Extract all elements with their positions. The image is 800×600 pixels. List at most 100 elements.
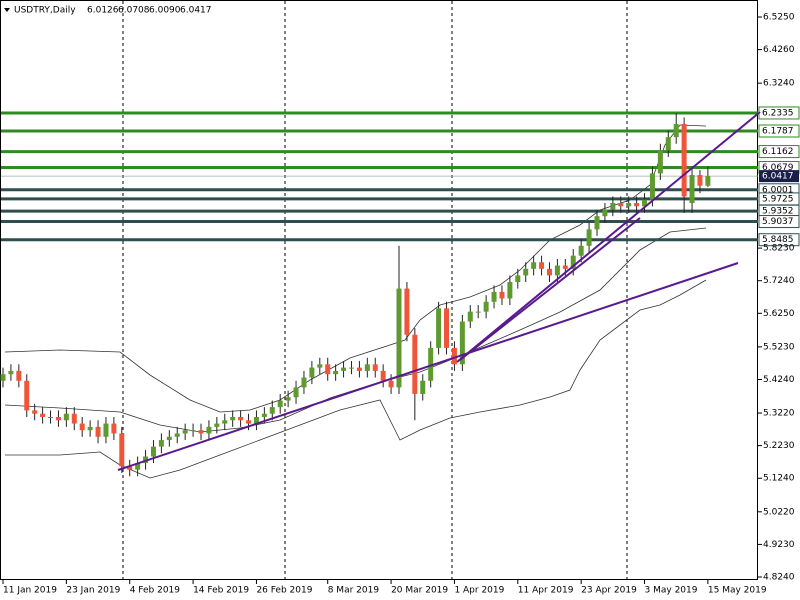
level-label: 5.9037 bbox=[762, 217, 794, 227]
candle-body bbox=[546, 268, 552, 276]
candle-body bbox=[444, 308, 450, 348]
candle-body bbox=[531, 262, 537, 269]
candle-body bbox=[372, 364, 378, 371]
candle-body bbox=[420, 380, 426, 394]
candle-body bbox=[238, 417, 244, 421]
x-tick-label: 20 Mar 2019 bbox=[391, 586, 448, 596]
y-tick-label: 5.6250 bbox=[763, 309, 795, 319]
header-price: 6.0708 bbox=[118, 6, 150, 16]
y-tick-label: 4.9230 bbox=[763, 540, 795, 550]
level-label-box bbox=[758, 124, 800, 138]
candle-body bbox=[119, 433, 125, 467]
level-label: 6.0679 bbox=[762, 163, 794, 173]
candle-body bbox=[32, 410, 38, 414]
x-tick-label: 15 May 2019 bbox=[708, 586, 767, 596]
candle-body bbox=[380, 370, 386, 381]
level-label: 6.1787 bbox=[762, 127, 794, 137]
candle-body bbox=[285, 397, 291, 401]
x-tick-label: 8 Mar 2019 bbox=[328, 586, 380, 596]
candle-body bbox=[705, 176, 711, 186]
y-tick-label: 5.4240 bbox=[763, 375, 795, 385]
candle-body bbox=[475, 311, 481, 313]
chart-title: USDTRY,Daily bbox=[14, 6, 76, 16]
candle-body bbox=[554, 265, 560, 276]
x-tick-label: 23 Jan 2019 bbox=[66, 586, 120, 596]
candle-body bbox=[689, 175, 695, 204]
y-tick-label: 6.5250 bbox=[763, 13, 795, 23]
candle-body bbox=[190, 430, 196, 432]
candle-body bbox=[309, 367, 315, 378]
candle-body bbox=[158, 440, 164, 447]
y-tick-label: 5.2230 bbox=[763, 441, 795, 451]
candle-body bbox=[48, 417, 54, 418]
candle-body bbox=[79, 423, 85, 431]
candle-body bbox=[483, 301, 489, 312]
level-label-box bbox=[758, 233, 800, 247]
candle-body bbox=[649, 173, 655, 200]
candle-body bbox=[293, 387, 299, 398]
candle-body bbox=[317, 364, 323, 368]
candle-body bbox=[436, 308, 442, 348]
y-tick-label: 5.1240 bbox=[763, 474, 795, 484]
candle-body bbox=[8, 370, 14, 375]
candle-body bbox=[356, 367, 362, 371]
y-tick-label: 6.4260 bbox=[763, 45, 795, 55]
candle-body bbox=[341, 367, 347, 371]
period-separators bbox=[122, 1, 628, 580]
level-label: 6.1162 bbox=[762, 147, 794, 157]
candle-body bbox=[626, 203, 632, 207]
level-label: 6.0001 bbox=[762, 185, 794, 195]
y-tick-label: 5.5230 bbox=[763, 342, 795, 352]
header-price: 6.0417 bbox=[180, 6, 212, 16]
candle-body bbox=[277, 400, 283, 408]
symbol-arrow bbox=[4, 8, 10, 12]
candle-body bbox=[594, 216, 600, 230]
candle-body bbox=[87, 426, 93, 431]
candle-body bbox=[499, 291, 505, 299]
candle-body bbox=[246, 420, 252, 424]
level-label: 5.8485 bbox=[762, 235, 794, 245]
candle-body bbox=[348, 367, 354, 369]
candle-body bbox=[103, 423, 109, 437]
candle-body bbox=[697, 175, 703, 186]
candle-body bbox=[214, 423, 220, 427]
candle-body bbox=[0, 374, 6, 381]
candle-body bbox=[16, 370, 22, 381]
candle-body bbox=[269, 407, 275, 414]
candle-body bbox=[222, 420, 228, 424]
candle-body bbox=[602, 209, 608, 217]
candle-body bbox=[261, 413, 267, 417]
x-tick-label: 3 May 2019 bbox=[645, 586, 698, 596]
x-tick-label: 1 Apr 2019 bbox=[454, 586, 504, 596]
candle-body bbox=[253, 417, 259, 424]
y-tick-label: 6.3240 bbox=[763, 79, 795, 89]
candle-body bbox=[95, 426, 101, 437]
candle-body bbox=[55, 417, 61, 421]
candle-body bbox=[333, 370, 339, 375]
candle-body bbox=[673, 123, 679, 138]
trend-lines bbox=[117, 111, 761, 471]
y-tick-label: 5.7240 bbox=[763, 276, 795, 286]
candle-body bbox=[570, 255, 576, 269]
candle-body bbox=[325, 364, 331, 375]
candle-body bbox=[523, 268, 529, 276]
candle-body bbox=[166, 436, 172, 441]
header-price: 6.0090 bbox=[149, 6, 181, 16]
candle-body bbox=[562, 265, 568, 269]
candle-body bbox=[681, 123, 687, 197]
candle-body bbox=[174, 433, 180, 437]
candle-body bbox=[657, 150, 663, 174]
candle-body bbox=[451, 347, 457, 365]
candle-body bbox=[412, 334, 418, 394]
candle-body bbox=[24, 380, 30, 411]
level-label: 5.9352 bbox=[762, 207, 794, 217]
x-tick-label: 23 Apr 2019 bbox=[581, 586, 637, 596]
candle-body bbox=[198, 430, 204, 434]
candle-body bbox=[206, 426, 212, 434]
level-label: 6.2335 bbox=[762, 108, 794, 118]
x-tick-label: 11 Jan 2019 bbox=[3, 586, 57, 596]
candle-body bbox=[610, 203, 616, 210]
y-tick-label: 4.8240 bbox=[763, 573, 795, 583]
candles bbox=[0, 113, 711, 477]
